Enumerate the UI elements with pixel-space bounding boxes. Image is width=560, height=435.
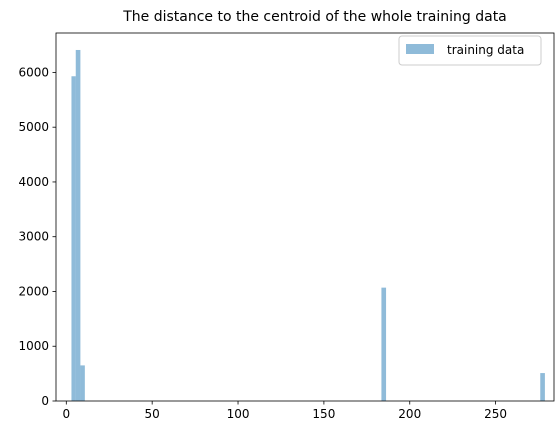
x-tick-label: 200	[398, 407, 421, 421]
histogram-bar	[75, 49, 81, 401]
y-tick-label: 6000	[18, 65, 49, 79]
legend-label: training data	[447, 43, 524, 57]
histogram-bar	[381, 287, 387, 401]
x-tick-label: 0	[62, 407, 70, 421]
legend-frame	[398, 35, 542, 66]
chart-title: The distance to the centroid of the whol…	[122, 9, 507, 25]
y-tick-label: 3000	[18, 230, 49, 244]
axes-frame	[55, 32, 555, 402]
histogram-bar	[71, 76, 76, 401]
legend-swatch	[406, 44, 434, 54]
y-tick-label: 5000	[18, 120, 49, 134]
y-tick-label: 1000	[18, 339, 49, 353]
x-tick-label: 50	[145, 407, 160, 421]
y-tick-label: 0	[41, 394, 49, 408]
histogram-bar	[540, 373, 545, 401]
histogram-bar	[80, 365, 85, 401]
x-tick-label: 100	[227, 407, 250, 421]
x-tick-label: 150	[312, 407, 335, 421]
y-tick-label: 4000	[18, 175, 49, 189]
y-tick-label: 2000	[18, 284, 49, 298]
legend: training data	[398, 35, 542, 66]
bars-layer	[71, 49, 545, 401]
axes-layer: 0 50 100 150 200 250 0 1000 2000 3000 4000 5000 6000	[18, 32, 555, 421]
x-tick-label: 250	[484, 407, 507, 421]
